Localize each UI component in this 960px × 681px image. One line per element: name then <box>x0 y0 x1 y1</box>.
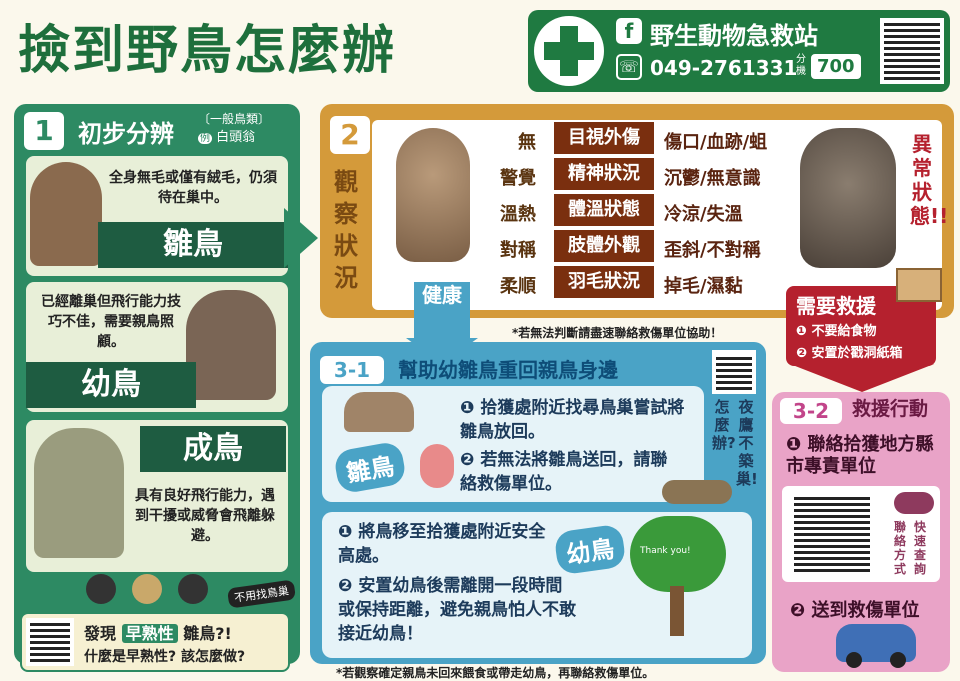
need-rescue-item: ❷ 安置於戳洞紙箱 <box>796 346 903 361</box>
page-title: 撿到野鳥怎麼辦 <box>18 21 397 81</box>
fledgling-step-2: ❷ 安置幼鳥後需離開一段時間或保持距離，避免親鳥怕人不敢接近幼鳥！ <box>338 576 576 644</box>
step32-step-1: ❶ 聯絡拾獲地方縣市專責單位 <box>786 434 934 477</box>
fledgling-label: 幼鳥 <box>26 362 196 408</box>
adult-description: 具有良好飛行能力，遇到干擾或威脅會飛離躲避。 <box>135 488 275 544</box>
contact-method-label: 聯絡方式 <box>893 520 906 576</box>
fledgling-photo <box>186 290 276 400</box>
quick-lookup-label: 快速查詢 <box>913 520 926 576</box>
nightjar-note: 夜鷹不築巢! <box>736 398 758 488</box>
nightjar-question: 怎麼辦? <box>712 398 736 452</box>
facebook-icon[interactable]: f <box>616 18 642 44</box>
extension-label: 分機 <box>796 54 806 77</box>
nightjar-illustration <box>662 480 732 504</box>
nestling-photo <box>30 162 102 266</box>
need-rescue-item: ❶ 不要給食物 <box>796 324 877 339</box>
box-icon <box>896 268 942 302</box>
fledgling-step-1: ❶ 將鳥移至拾獲處附近安全高處。 <box>338 522 546 566</box>
bird-icon <box>894 492 934 514</box>
healthy-arrow-label: 健康 <box>414 282 470 340</box>
step1-number: 1 <box>24 112 64 150</box>
station-name: 野生動物急救站 <box>650 22 818 50</box>
tree-illustration <box>630 516 726 592</box>
need-rescue-arrow <box>790 364 934 392</box>
step32-title: 救援行動 <box>852 398 929 420</box>
step31-number: 3-1 <box>320 356 384 384</box>
step32-step-2: ❷ 送到救傷單位 <box>790 600 920 621</box>
tree-trunk <box>670 586 684 636</box>
step31-note: *若觀察確定親鳥未回來餵食或帶走幼鳥，再聯絡救傷單位。 <box>336 666 655 680</box>
abnormal-status-label: 異常狀態!! <box>910 132 949 228</box>
rescue-station-logo <box>534 16 604 86</box>
chick-illustration <box>420 444 454 488</box>
phone-number[interactable]: 049-2761331 <box>650 56 798 80</box>
phone-icon: ☏ <box>616 54 642 80</box>
step31-title: 幫助幼雛鳥重回親鳥身邊 <box>398 358 618 382</box>
contact-qr-code[interactable] <box>790 492 874 576</box>
step1-example: 例 白頭翁 <box>198 130 256 145</box>
car-icon <box>836 624 916 668</box>
extension-number: 700 <box>811 54 861 79</box>
step2-number: 2 <box>330 116 370 154</box>
thank-you-text: Thank you! <box>640 546 691 556</box>
step1-type: 〔一般鳥類〕 <box>198 112 271 126</box>
header-qr-code[interactable] <box>880 18 944 84</box>
step2-title: 觀察狀況 <box>334 168 358 292</box>
precocial-birds-illustration <box>86 570 226 610</box>
nestling-step-1: ❶ 拾獲處附近找尋鳥巢嘗試將雛鳥放回。 <box>460 398 685 442</box>
healthy-owl-photo <box>396 128 470 262</box>
step32-number: 3-2 <box>780 398 842 424</box>
nest-illustration <box>344 392 414 432</box>
precocial-headline: 發現 早熟性 雛鳥?! <box>84 624 232 643</box>
step2-note: *若無法判斷請盡速聯絡救傷單位協助！ <box>512 326 723 340</box>
adult-label: 成鳥 <box>140 426 286 472</box>
arrow-to-step2 <box>284 208 318 268</box>
precocial-question: 什麼是早熟性? 該怎麼做? <box>84 649 246 665</box>
precocial-info-box[interactable]: 發現 早熟性 雛鳥?! 什麼是早熟性? 該怎麼做? <box>20 612 290 672</box>
nestling-description: 全身無毛或僅有絨毛，仍須待在巢中。 <box>109 170 277 206</box>
precocial-qr-code[interactable] <box>26 618 74 666</box>
contact-header: f 野生動物急救站 ☏ 049-2761331 分機 700 <box>528 10 950 92</box>
nestling-label: 雛鳥 <box>98 222 288 268</box>
fledgling-description: 已經離巢但飛行能力技巧不佳，需要親鳥照顧。 <box>41 294 181 350</box>
nestling-step-2: ❷ 若無法將雛鳥送回，請聯絡救傷單位。 <box>460 450 668 494</box>
need-rescue-title: 需要救援 <box>796 294 876 318</box>
sick-owl-photo <box>800 128 896 268</box>
step1-title: 初步分辨 <box>78 120 174 148</box>
adult-photo <box>34 428 124 558</box>
nightjar-qr-code[interactable] <box>712 350 756 394</box>
